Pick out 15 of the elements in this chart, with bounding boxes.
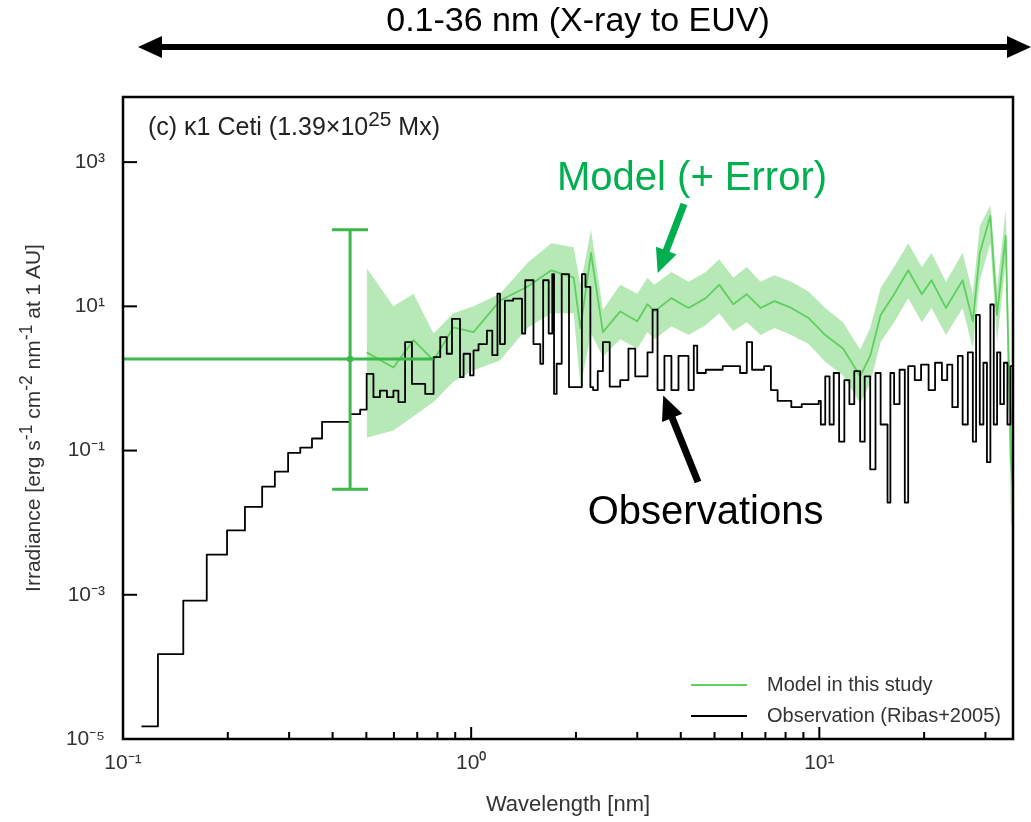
annotation: Observations	[587, 487, 824, 533]
y-tick-label: 10⁻⁵	[65, 725, 105, 749]
y-tick-label: 10³	[74, 148, 105, 172]
y-tick-label: 10¹	[74, 293, 105, 317]
y-tick-label: 10⁻¹	[67, 437, 105, 461]
x-tick-label: 10¹	[804, 750, 835, 774]
text: 0.1-36 nm (X-ray to EUV)	[386, 0, 770, 38]
annotation: Model (+ Error)	[557, 153, 828, 199]
legend-label: Observation (Ribas+2005)	[766, 704, 1001, 727]
x-tick-label: 10⁰	[455, 750, 487, 774]
x-axis-title: Wavelength [nm]	[485, 790, 651, 816]
y-tick-label: 10⁻³	[67, 581, 105, 605]
text: (c) κ1 Ceti (1.39×10$^{25}$ Mx)	[148, 107, 441, 142]
x-tick-label: 10⁻¹	[104, 750, 142, 774]
legend-label: Model in this study	[766, 673, 933, 696]
